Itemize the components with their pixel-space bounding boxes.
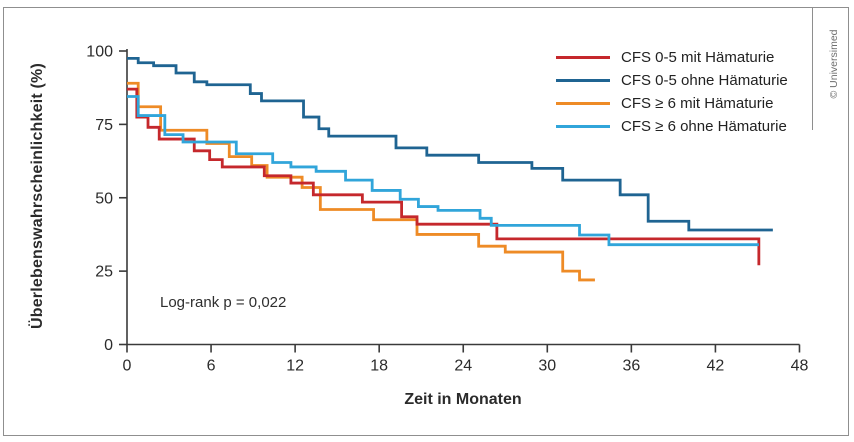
survival-curve (127, 56, 773, 232)
legend-line-swatch (556, 79, 610, 82)
legend-label: CFS ≥ 6 mit Hämaturie (621, 95, 774, 112)
x-tick-label: 6 (207, 358, 216, 375)
survival-curve (127, 95, 759, 247)
y-tick-label: 50 (95, 190, 113, 207)
x-tick-label: 48 (791, 358, 809, 375)
legend-label: CFS 0-5 mit Hämaturie (621, 49, 775, 66)
x-tick-label: 30 (538, 358, 556, 375)
legend-item: CFS 0-5 mit Hämaturie (556, 46, 788, 69)
y-tick-label: 0 (104, 337, 113, 354)
logrank-annotation: Log-rank p = 0,022 (160, 294, 287, 311)
x-tick-label: 0 (123, 358, 132, 375)
legend-item: CFS ≥ 6 mit Hämaturie (556, 92, 788, 115)
x-tick-label: 12 (286, 358, 304, 375)
legend-label: CFS ≥ 6 ohne Hämaturie (621, 118, 787, 135)
legend: CFS 0-5 mit Hämaturie CFS 0-5 ohne Hämatu… (556, 46, 788, 138)
survival-curve (127, 81, 595, 282)
y-tick-label: 100 (86, 44, 113, 61)
legend-item: CFS 0-5 ohne Hämaturie (556, 69, 788, 92)
legend-label: CFS 0-5 ohne Hämaturie (621, 72, 788, 89)
survival-curve (127, 87, 761, 266)
x-axis-label: Zeit in Monaten (404, 391, 522, 408)
y-tick-label: 75 (95, 117, 113, 134)
legend-line-swatch (556, 102, 610, 105)
legend-line-swatch (556, 125, 610, 128)
y-axis-label: Überlebenswahrscheinlichkeit (%) (29, 62, 46, 330)
legend-item: CFS ≥ 6 ohne Hämaturie (556, 115, 788, 138)
credit-divider (812, 8, 813, 130)
legend-line-swatch (556, 56, 610, 59)
x-tick-label: 24 (454, 358, 472, 375)
credit-text: © Universimed (828, 29, 840, 99)
y-tick-label: 25 (95, 264, 113, 281)
x-tick-label: 42 (707, 358, 725, 375)
x-tick-label: 36 (622, 358, 640, 375)
x-tick-label: 18 (370, 358, 388, 375)
